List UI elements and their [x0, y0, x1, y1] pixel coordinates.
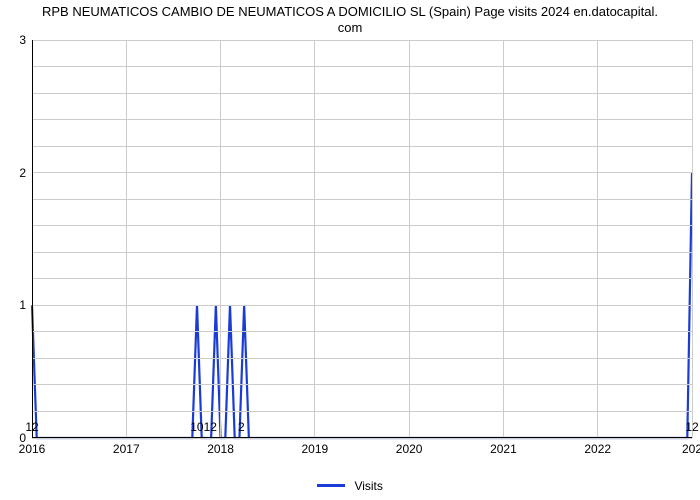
x-tick-label: 2017 [113, 438, 140, 456]
data-point-label: 2 [238, 420, 245, 434]
data-point-label: 1012 [190, 420, 217, 434]
gridline-horizontal [32, 66, 692, 67]
plot-area: 2016201720182019202020212022202012312101… [32, 40, 692, 438]
gridline-horizontal [32, 119, 692, 120]
x-tick-label: 2019 [301, 438, 328, 456]
chart-title-line1: RPB NEUMATICOS CAMBIO DE NEUMATICOS A DO… [42, 4, 658, 19]
legend-swatch [317, 484, 345, 487]
gridline-horizontal [32, 252, 692, 253]
x-tick-label: 2022 [584, 438, 611, 456]
axis-left [32, 40, 33, 438]
chart-container: RPB NEUMATICOS CAMBIO DE NEUMATICOS A DO… [0, 0, 700, 500]
legend: Visits [0, 478, 700, 493]
data-point-label: 12 [25, 420, 38, 434]
y-tick-label: 1 [19, 298, 32, 312]
gridline-vertical [220, 40, 221, 438]
legend-label: Visits [354, 479, 382, 493]
data-point-label: 12 [685, 420, 698, 434]
y-tick-label: 2 [19, 166, 32, 180]
y-tick-label: 3 [19, 33, 32, 47]
gridline-horizontal [32, 384, 692, 385]
chart-title-line2: com [338, 20, 363, 35]
data-line [32, 40, 692, 438]
gridline-horizontal [32, 331, 692, 332]
gridline-horizontal [32, 305, 692, 306]
gridline-horizontal [32, 225, 692, 226]
gridline-horizontal [32, 278, 692, 279]
chart-title: RPB NEUMATICOS CAMBIO DE NEUMATICOS A DO… [0, 4, 700, 37]
gridline-vertical [692, 40, 693, 438]
gridline-horizontal [32, 199, 692, 200]
gridline-vertical [597, 40, 598, 438]
gridline-horizontal [32, 358, 692, 359]
axis-bottom [32, 437, 692, 438]
gridline-vertical [314, 40, 315, 438]
x-tick-label: 2021 [490, 438, 517, 456]
x-tick-label: 2018 [207, 438, 234, 456]
gridline-vertical [126, 40, 127, 438]
gridline-vertical [503, 40, 504, 438]
gridline-horizontal [32, 146, 692, 147]
x-tick-label: 2020 [396, 438, 423, 456]
gridline-vertical [409, 40, 410, 438]
gridline-horizontal [32, 40, 692, 41]
gridline-horizontal [32, 172, 692, 173]
gridline-horizontal [32, 93, 692, 94]
gridline-horizontal [32, 411, 692, 412]
x-tick-label: 202 [682, 438, 700, 456]
